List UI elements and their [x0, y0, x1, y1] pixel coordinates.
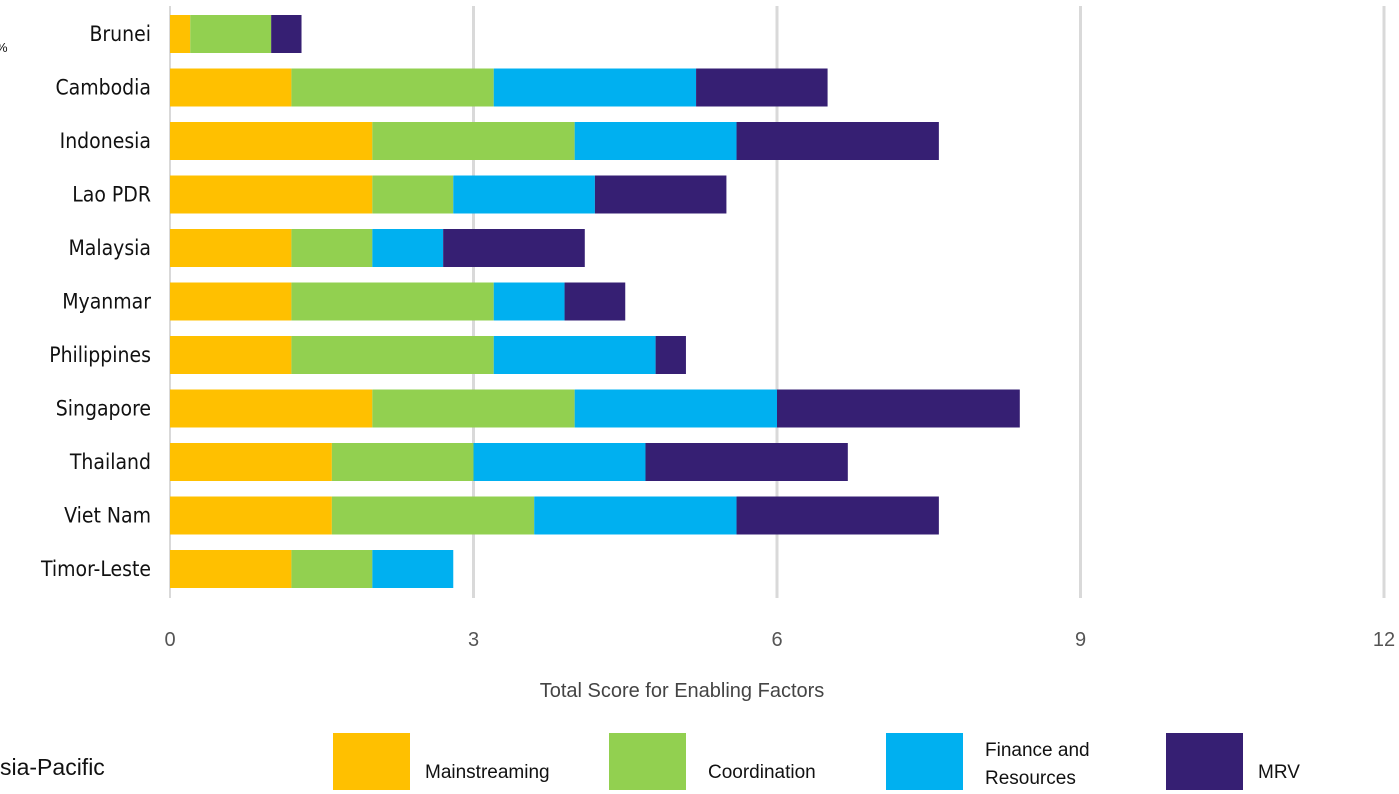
bar-finance-and-resources-myanmar — [493, 282, 565, 321]
bar-mainstreaming-malaysia — [170, 229, 292, 267]
bar-mainstreaming-viet-nam — [170, 496, 332, 535]
legend-swatch — [609, 733, 686, 790]
x-axis-title: Total Score for Enabling Factors — [540, 680, 825, 702]
bar-mainstreaming-thailand — [170, 443, 332, 481]
legend-swatch — [333, 733, 410, 790]
bar-finance-and-resources-singapore — [574, 389, 777, 428]
bar-mainstreaming-timor-leste — [170, 550, 292, 588]
bar-mrv-viet-nam — [736, 496, 939, 535]
bar-coordination-cambodia — [291, 68, 494, 107]
bar-mrv-philippines — [655, 336, 686, 374]
bars — [170, 15, 1020, 588]
bar-mrv-cambodia — [696, 68, 828, 107]
bar-coordination-thailand — [331, 443, 474, 481]
bar-mainstreaming-indonesia — [170, 122, 373, 160]
category-label: Viet Nam — [64, 504, 151, 528]
category-label: Malaysia — [68, 236, 151, 260]
bar-mainstreaming-brunei — [170, 15, 191, 53]
x-tick-label: 3 — [468, 629, 479, 651]
category-labels: Brunei Cambodia Indonesia Lao PDR Malaysia My… — [40, 22, 151, 581]
bar-mrv-indonesia — [736, 122, 939, 160]
bar-coordination-indonesia — [372, 122, 575, 160]
legend-label: MRV — [1258, 762, 1300, 783]
bar-mrv-thailand — [645, 443, 848, 481]
category-label: Brunei — [89, 22, 151, 46]
bar-finance-and-resources-viet-nam — [534, 496, 737, 535]
category-label: Myanmar — [62, 290, 151, 314]
x-tick-label: 12 — [1373, 629, 1395, 651]
bar-mainstreaming-myanmar — [170, 282, 292, 321]
bar-finance-and-resources-cambodia — [493, 68, 697, 107]
bar-mainstreaming-philippines — [170, 336, 292, 374]
x-tick-label: 6 — [771, 629, 782, 651]
legend-swatch — [1166, 733, 1243, 790]
bar-mrv-malaysia — [443, 229, 585, 267]
bar-mainstreaming-cambodia — [170, 68, 292, 107]
category-label: Philippines — [49, 343, 151, 367]
bar-finance-and-resources-philippines — [493, 336, 656, 374]
edge-text-top: % — [0, 40, 8, 55]
bar-mainstreaming-lao-pdr — [170, 175, 373, 214]
bar-mainstreaming-singapore — [170, 389, 373, 428]
bar-coordination-viet-nam — [331, 496, 535, 535]
legend-label: Coordination — [708, 762, 816, 783]
bar-finance-and-resources-indonesia — [574, 122, 737, 160]
bar-finance-and-resources-lao-pdr — [453, 175, 595, 214]
category-label: Thailand — [69, 450, 151, 474]
bar-coordination-singapore — [372, 389, 575, 428]
bar-coordination-philippines — [291, 336, 494, 374]
edge-text-bottom: sia-Pacific — [0, 754, 105, 780]
x-tick-label: 9 — [1075, 629, 1086, 651]
bar-mrv-singapore — [777, 389, 1020, 428]
bar-coordination-lao-pdr — [372, 175, 454, 214]
bar-mrv-brunei — [271, 15, 302, 53]
category-label: Singapore — [56, 397, 151, 421]
legend: Mainstreaming Coordination Finance and Reso… — [333, 733, 1300, 790]
x-tick-labels: 0 3 6 9 12 — [164, 629, 1395, 651]
legend-label: Finance and — [985, 740, 1090, 761]
bar-coordination-malaysia — [291, 229, 373, 267]
bar-coordination-myanmar — [291, 282, 494, 321]
bar-finance-and-resources-thailand — [473, 443, 646, 481]
x-tick-label: 0 — [164, 629, 175, 651]
legend-label: Mainstreaming — [425, 762, 550, 783]
bar-coordination-brunei — [190, 15, 272, 53]
bar-finance-and-resources-malaysia — [372, 229, 444, 267]
bar-mrv-myanmar — [564, 282, 626, 321]
category-label: Cambodia — [55, 76, 151, 100]
legend-swatch — [886, 733, 963, 790]
category-label: Indonesia — [60, 129, 151, 153]
legend-label: Resources — [985, 768, 1076, 789]
bar-coordination-timor-leste — [291, 550, 373, 588]
category-label: Lao PDR — [72, 183, 151, 207]
bar-mrv-lao-pdr — [594, 175, 727, 214]
category-label: Timor-Leste — [40, 557, 151, 581]
bar-finance-and-resources-timor-leste — [372, 550, 454, 588]
